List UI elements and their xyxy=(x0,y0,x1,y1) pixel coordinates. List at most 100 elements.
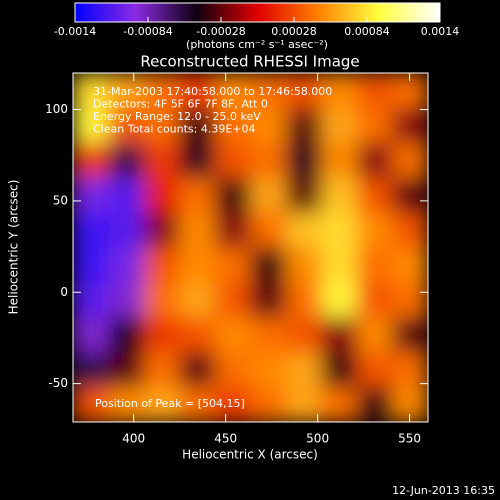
heat-cell xyxy=(321,282,358,318)
heatmap xyxy=(73,73,428,422)
colorbar-tick-label: -0.00028 xyxy=(196,25,245,38)
heat-cell xyxy=(144,107,180,144)
heat-cell xyxy=(179,107,216,144)
heat-cell xyxy=(286,387,322,422)
y-tick-label: 100 xyxy=(45,102,68,116)
heat-cell xyxy=(215,352,251,388)
heat-cell xyxy=(250,247,287,283)
heat-cell xyxy=(250,352,287,388)
heat-cell xyxy=(108,142,145,179)
heat-cell xyxy=(108,352,145,388)
heat-cell xyxy=(250,177,287,214)
heat-cell xyxy=(179,282,216,318)
heat-cell xyxy=(321,142,358,179)
heat-cell xyxy=(73,387,109,422)
heat-cell xyxy=(144,73,180,109)
x-tick-label: 500 xyxy=(306,432,329,446)
heat-cell xyxy=(286,73,322,109)
heat-cell xyxy=(392,212,428,248)
heat-cell xyxy=(215,282,251,318)
chart-title: Reconstructed RHESSI Image xyxy=(140,53,359,71)
heat-cell xyxy=(286,212,322,248)
heat-cell xyxy=(179,317,216,353)
annotation: Energy Range: 12.0 - 25.0 keV xyxy=(93,110,261,123)
heat-cell xyxy=(286,352,322,388)
heat-cell xyxy=(144,142,180,179)
heatmap-cells xyxy=(73,73,428,422)
heat-cell xyxy=(250,107,287,144)
heat-cell xyxy=(357,177,393,214)
heat-cell xyxy=(108,282,145,318)
heat-cell xyxy=(321,73,358,109)
heat-cell xyxy=(321,107,358,144)
heat-cell xyxy=(215,107,251,144)
plot-frame xyxy=(72,72,429,423)
heat-cell xyxy=(215,247,251,283)
x-tick-label: 550 xyxy=(398,432,421,446)
heat-cell xyxy=(250,212,287,248)
colorbar-tick-label: 0.0014 xyxy=(421,25,460,38)
heat-cell xyxy=(286,177,322,214)
heat-cell xyxy=(215,387,251,422)
heat-cell xyxy=(357,387,393,422)
heat-cell xyxy=(392,107,428,144)
heat-cell xyxy=(321,212,358,248)
heat-cell xyxy=(179,247,216,283)
heat-cell xyxy=(321,177,358,214)
heat-cell xyxy=(73,177,109,214)
colorbar-tick-label: 0.00084 xyxy=(344,25,390,38)
annotation: Detectors: 4F 5F 6F 7F 8F, Att 0 xyxy=(93,98,268,111)
heat-cell xyxy=(250,387,287,422)
colorbar-tick-label: 0.00028 xyxy=(271,25,317,38)
heat-cell xyxy=(392,142,428,179)
heat-cell xyxy=(108,387,145,422)
heat-cell xyxy=(73,212,109,248)
colorbar-label: (photons cm⁻² s⁻¹ asec⁻²) xyxy=(186,38,328,51)
heat-cell xyxy=(321,317,358,353)
heat-cell xyxy=(73,282,109,318)
heat-cell xyxy=(144,282,180,318)
heat-cell xyxy=(321,247,358,283)
heat-cell xyxy=(357,73,393,109)
heat-cell xyxy=(286,282,322,318)
footer-date: 12-Jun-2013 16:35 xyxy=(392,484,495,497)
heat-cell xyxy=(73,107,109,144)
heat-cell xyxy=(179,387,216,422)
colorbar xyxy=(74,2,441,23)
heat-cell xyxy=(321,352,358,388)
heat-cell xyxy=(144,212,180,248)
heat-cell xyxy=(73,73,109,109)
x-tick-label: 400 xyxy=(122,432,145,446)
heat-cell xyxy=(250,142,287,179)
heat-cell xyxy=(392,317,428,353)
heat-cell xyxy=(108,73,145,109)
heat-cell xyxy=(250,282,287,318)
heat-cell xyxy=(357,247,393,283)
x-axis-label: Heliocentric X (arcsec) xyxy=(182,448,318,462)
heat-cell xyxy=(357,107,393,144)
heat-cell xyxy=(144,247,180,283)
heat-cell xyxy=(250,317,287,353)
y-axis-label: Heliocentric Y (arcsec) xyxy=(7,180,21,315)
heat-cell xyxy=(250,73,287,109)
heat-cell xyxy=(357,212,393,248)
heat-cell xyxy=(179,142,216,179)
heat-cell xyxy=(392,177,428,214)
heat-cell xyxy=(286,142,322,179)
heat-cell xyxy=(108,247,145,283)
heat-cell xyxy=(73,142,109,179)
heat-cell xyxy=(215,142,251,179)
heat-cell xyxy=(321,387,358,422)
heat-cell xyxy=(144,387,180,422)
heat-cell xyxy=(108,177,145,214)
heat-cell xyxy=(144,352,180,388)
heat-cell xyxy=(73,317,109,353)
heat-cell xyxy=(357,317,393,353)
heat-cell xyxy=(392,282,428,318)
heat-cell xyxy=(392,73,428,109)
heat-cell xyxy=(357,142,393,179)
heat-cell xyxy=(392,352,428,388)
heat-cell xyxy=(108,107,145,144)
heat-cell xyxy=(108,212,145,248)
heat-cell xyxy=(144,177,180,214)
